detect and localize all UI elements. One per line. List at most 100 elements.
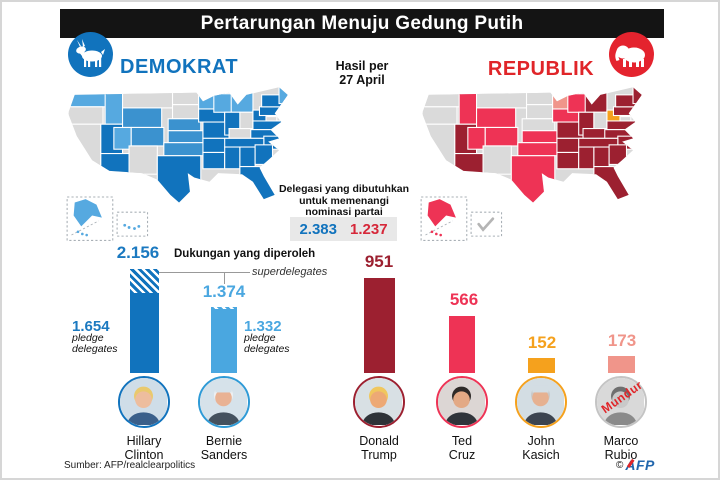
clinton-superdelegates-bar — [130, 269, 159, 293]
candidate-name: Bernie Sanders — [200, 434, 248, 462]
afp-wordmark: AFP — [625, 457, 655, 473]
state-sd — [525, 104, 554, 120]
delegates-needed-box: 2.383 1.237 — [290, 217, 397, 241]
copyright-symbol: © — [616, 459, 624, 471]
state-ks — [167, 130, 204, 144]
sanders-pledge-value: 1.332 — [244, 318, 282, 335]
candidate-name: Hillary Clinton — [124, 434, 164, 462]
state-wy — [121, 107, 163, 129]
state-wa — [69, 89, 108, 108]
state-co — [484, 126, 519, 147]
state-ok — [517, 142, 562, 157]
state-or — [422, 106, 458, 125]
state-va — [252, 120, 284, 131]
state-al — [239, 146, 256, 168]
republican-map — [420, 87, 642, 242]
avatar-donald-trump — [353, 376, 405, 428]
pledge-delegates-label: pledge delegates — [244, 332, 290, 355]
trump-bar — [364, 278, 395, 373]
state-sd — [171, 104, 200, 120]
state-neng — [632, 87, 642, 105]
state-ny — [261, 94, 288, 108]
avatar-john-kasich — [515, 376, 567, 428]
candidate-name: Ted Cruz — [448, 434, 476, 462]
democrat-map — [66, 87, 288, 242]
title-bar — [60, 9, 664, 38]
sanders-pledge-block: 1.332 pledge delegates — [244, 318, 304, 355]
state-mt — [475, 89, 528, 109]
state-mi — [584, 89, 608, 113]
state-neng — [278, 87, 288, 105]
state-ms — [578, 146, 595, 170]
state-id — [458, 89, 478, 125]
state-ak — [427, 199, 456, 227]
state-pa — [258, 106, 284, 117]
state-az — [454, 153, 484, 175]
state-nm — [128, 145, 158, 175]
state-al — [593, 146, 610, 168]
afp-logo: © AFP — [616, 457, 655, 473]
page-title: Pertarungan Menuju Gedung Putih — [200, 13, 524, 34]
state-in — [239, 111, 254, 130]
state-ok — [163, 142, 208, 157]
democrat-label: DEMOKRAT — [120, 56, 239, 78]
superdelegates-connector-line — [159, 272, 250, 273]
check-icon — [477, 217, 495, 232]
support-obtained-label: Dukungan yang diperoleh — [174, 248, 316, 260]
state-pa — [612, 106, 638, 117]
state-in — [593, 111, 608, 130]
state-wy — [475, 107, 517, 129]
state-nd — [171, 89, 200, 106]
state-ga — [254, 144, 274, 165]
state-ks — [521, 130, 558, 144]
state-tx — [510, 155, 556, 203]
clinton-bar — [130, 293, 159, 373]
clinton-total-value: 2.156 — [116, 243, 160, 262]
candidate-name: John Kasich — [522, 434, 560, 462]
state-or — [68, 106, 104, 125]
state-fl — [239, 166, 282, 202]
superdelegates-label: superdelegates — [252, 266, 328, 278]
state-ne — [167, 118, 202, 132]
kasich-bar — [528, 358, 555, 373]
republican-delegates-needed: 1.237 — [350, 220, 388, 238]
cruz-value: 566 — [449, 290, 479, 309]
superdelegates-connector-tick — [224, 272, 225, 284]
rubio-value: 173 — [607, 331, 637, 350]
clinton-pledge-block: 1.654 pledge delegates — [72, 319, 132, 355]
delegates-needed-caption: Delegasi yang dibutuhkan untuk memenangi… — [278, 183, 410, 218]
state-ne — [521, 118, 556, 132]
kasich-value: 152 — [527, 333, 557, 352]
cruz-bar — [449, 316, 475, 373]
state-la — [202, 151, 226, 170]
sanders-superdelegates-bar — [211, 307, 237, 309]
trump-value: 951 — [364, 252, 394, 271]
pledge-delegates-label: pledge delegates — [72, 332, 118, 355]
candidate-name: Marco Rubio — [603, 434, 639, 462]
elephant-icon — [609, 32, 654, 77]
state-nm — [482, 145, 512, 175]
source-credit: Sumber: AFP/realclearpolitics — [64, 460, 196, 471]
state-mi — [230, 89, 254, 113]
state-tx — [156, 155, 202, 203]
avatar-hillary-clinton — [118, 376, 170, 428]
candidate-name: Donald Trump — [359, 434, 399, 462]
state-fl — [593, 166, 636, 202]
state-nd — [525, 89, 554, 106]
state-va — [606, 120, 638, 131]
state-ny — [615, 94, 642, 108]
state-wa — [423, 89, 462, 108]
avatar-bernie-sanders — [198, 376, 250, 428]
state-la — [556, 151, 580, 170]
state-id — [104, 89, 124, 125]
state-co — [130, 126, 165, 147]
state-az — [100, 153, 130, 175]
state-ar — [556, 137, 582, 154]
rubio-bar — [608, 356, 635, 373]
state-ms — [224, 146, 241, 170]
avatar-marco-rubio — [595, 376, 647, 428]
state-ar — [202, 137, 228, 154]
state-ak — [73, 199, 102, 227]
sanders-total-value: 1.374 — [202, 282, 246, 301]
